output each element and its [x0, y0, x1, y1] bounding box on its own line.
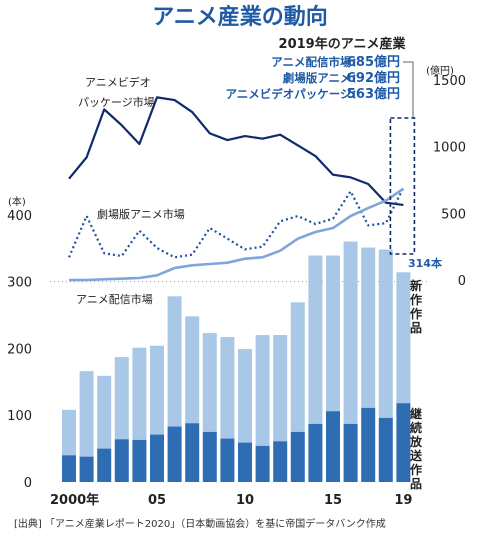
left-tick-200: 200: [7, 342, 32, 357]
bar-new-2006: [167, 296, 182, 427]
line-theatrical: [67, 187, 405, 259]
x-tick-2019: 19: [394, 493, 412, 508]
summary-value-theater: 692億円: [347, 70, 400, 86]
svg-text:品: 品: [410, 321, 422, 335]
svg-text:送: 送: [409, 448, 423, 463]
bar-new-2002: [97, 375, 112, 449]
bar-new-2016: [343, 241, 358, 424]
svg-text:作: 作: [410, 292, 422, 307]
bar-new-2009: [220, 337, 235, 439]
summary-label-stream: アニメ配信市場：: [271, 55, 363, 69]
bar-new-2005: [150, 345, 164, 435]
bar-new-2018: [378, 249, 393, 418]
bar-new-2019: [396, 272, 411, 404]
bar-continuing-2008: [202, 431, 217, 482]
svg-text:品: 品: [410, 477, 422, 491]
left-tick-100: 100: [7, 409, 32, 424]
label-theatrical: 劇場版アニメ市場: [97, 207, 185, 221]
right-tick-1000: 1000: [433, 141, 466, 156]
right-tick-500: 500: [441, 207, 466, 222]
label-video-line1: アニメビデオ: [85, 75, 151, 89]
series-labels: アニメビデオパッケージ市場劇場版アニメ市場アニメ配信市場314本新作作品継続放送…: [76, 75, 442, 491]
bar-continuing-2003: [114, 439, 129, 482]
bar-new-2017: [361, 247, 376, 408]
bar-new-2003: [114, 357, 129, 440]
bar-new-2013: [290, 302, 305, 432]
bar-new-2015: [326, 255, 340, 412]
bar-continuing-2001: [79, 456, 94, 482]
bar-continuing-2016: [343, 423, 358, 482]
summary-label-theater: 劇場版アニメ：: [283, 71, 363, 85]
right-axis-unit: (億円): [426, 64, 454, 77]
bar-continuing-2018: [378, 417, 393, 482]
left-axis-unit: (本): [8, 195, 26, 208]
left-tick-0: 0: [24, 476, 32, 491]
bar-continuing-2000: [62, 455, 76, 482]
bar-new-2011: [255, 335, 270, 446]
bar-series: [62, 241, 411, 482]
bar-continuing-2005: [150, 434, 164, 482]
bar-new-2010: [238, 349, 252, 443]
highlight-2019-box: [389, 117, 416, 255]
svg-text:放: 放: [409, 434, 423, 449]
callout-bracket: [403, 61, 414, 118]
bar-continuing-2010: [238, 442, 252, 482]
right-tick-0: 0: [458, 274, 466, 289]
line-video-package: [68, 96, 404, 207]
summary-value-stream: 685億円: [347, 54, 400, 70]
x-tick-2000: 2000年: [50, 492, 99, 508]
svg-text:作: 作: [410, 462, 422, 477]
bar-new-2012: [273, 335, 288, 442]
bar-continuing-2007: [185, 423, 200, 482]
bar-continuing-2017: [361, 407, 376, 482]
summary-block: アニメ配信市場： 685億円 劇場版アニメ： 692億円 アニメビデオパッケージ…: [225, 54, 400, 102]
chart-subtitle: 2019年のアニメ産業: [279, 36, 407, 52]
bar-continuing-2002: [97, 448, 112, 482]
right-tick-1500: 1500: [433, 74, 466, 89]
bar-continuing-2015: [326, 411, 340, 482]
left-tick-300: 300: [7, 276, 32, 291]
summary-value-video: 563億円: [347, 86, 400, 102]
axis-ticks: 0 100 200 300 400 0 500 1000 1500 2000年 05 10 15 19: [7, 74, 466, 508]
x-tick-2015: 15: [324, 493, 342, 508]
bar-continuing-2012: [273, 441, 288, 482]
bar-continuing-2006: [167, 426, 182, 482]
bar-continuing-2019: [396, 403, 411, 482]
left-tick-400: 400: [7, 209, 32, 224]
x-tick-2010: 10: [236, 493, 254, 508]
label-video-line2: パッケージ市場: [78, 95, 155, 109]
bar-new-2014: [308, 255, 323, 424]
bar-continuing-2014: [308, 423, 323, 482]
line-streaming: [69, 187, 405, 282]
label-streaming: アニメ配信市場: [76, 292, 153, 306]
bar-new-2001: [79, 371, 94, 457]
svg-text:作: 作: [410, 306, 422, 321]
bar-new-2004: [132, 347, 147, 440]
source-note: [出典] 「アニメ産業レポート2020」（日本動画協会）を基に帝国データバンク作…: [14, 517, 386, 530]
summary-label-video: アニメビデオパッケージ：: [225, 87, 363, 101]
svg-text:新: 新: [410, 278, 422, 293]
bar-total-2019: 314本: [408, 256, 442, 270]
chart-title: アニメ産業の動向: [152, 4, 328, 30]
svg-text:継: 継: [410, 406, 422, 421]
line-series: [67, 96, 416, 282]
bar-new-2007: [185, 316, 200, 424]
bar-continuing-2011: [255, 445, 270, 482]
bar-continuing-2004: [132, 439, 147, 482]
x-tick-2005: 05: [148, 493, 166, 508]
bar-continuing-2013: [290, 431, 305, 482]
bar-new-2000: [62, 409, 76, 456]
bar-continuing-2009: [220, 438, 235, 482]
svg-text:続: 続: [410, 420, 422, 435]
bar-new-2008: [202, 333, 217, 432]
